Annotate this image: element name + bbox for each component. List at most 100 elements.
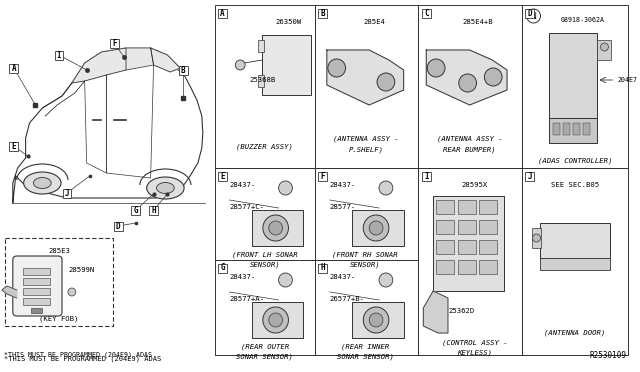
- Bar: [319, 263, 327, 273]
- Text: 28437-: 28437-: [330, 274, 356, 280]
- FancyBboxPatch shape: [13, 256, 62, 316]
- Circle shape: [278, 273, 292, 287]
- Polygon shape: [426, 50, 507, 105]
- Text: R2530109: R2530109: [589, 351, 626, 360]
- Text: (BUZZER ASSY): (BUZZER ASSY): [236, 143, 293, 150]
- Circle shape: [379, 273, 393, 287]
- Bar: [436, 260, 454, 274]
- Text: (REAR INNER: (REAR INNER: [341, 344, 389, 350]
- Bar: [218, 171, 227, 180]
- Bar: [563, 123, 570, 135]
- Circle shape: [263, 307, 289, 333]
- Bar: [319, 9, 327, 17]
- Bar: [22, 268, 50, 275]
- Bar: [114, 221, 123, 231]
- Text: B: B: [321, 9, 325, 17]
- Text: (KEY FOB): (KEY FOB): [40, 316, 79, 323]
- Text: (CONTROL ASSY -: (CONTROL ASSY -: [442, 340, 508, 346]
- Polygon shape: [72, 48, 183, 83]
- Text: 285E3: 285E3: [48, 248, 70, 254]
- Bar: [218, 9, 227, 17]
- Text: 26350W: 26350W: [275, 19, 301, 25]
- Circle shape: [269, 221, 282, 235]
- Bar: [214, 5, 315, 168]
- Bar: [522, 168, 628, 355]
- Circle shape: [377, 73, 395, 91]
- Text: *THIS MUST BE PROGRAMMED (204E9) ADAS: *THIS MUST BE PROGRAMMED (204E9) ADAS: [4, 352, 152, 358]
- Ellipse shape: [147, 177, 184, 199]
- Bar: [262, 35, 311, 95]
- Circle shape: [269, 313, 282, 327]
- Bar: [436, 200, 454, 214]
- Bar: [419, 168, 522, 355]
- Ellipse shape: [33, 177, 51, 189]
- Bar: [315, 260, 419, 355]
- Bar: [422, 9, 431, 17]
- Bar: [149, 205, 158, 215]
- Text: D: D: [116, 221, 120, 231]
- Text: (FRONT LH SONAR: (FRONT LH SONAR: [232, 252, 298, 259]
- Polygon shape: [2, 286, 17, 298]
- Bar: [218, 263, 227, 273]
- Bar: [22, 278, 50, 285]
- Bar: [522, 5, 628, 168]
- Text: 28599N: 28599N: [69, 267, 95, 273]
- Text: D: D: [527, 9, 532, 17]
- Text: I: I: [424, 171, 429, 180]
- Bar: [31, 308, 42, 313]
- Bar: [583, 123, 589, 135]
- Polygon shape: [423, 291, 448, 333]
- Bar: [22, 288, 50, 295]
- Circle shape: [600, 43, 609, 51]
- Bar: [110, 38, 118, 48]
- Text: 25368B: 25368B: [249, 77, 275, 83]
- Bar: [10, 64, 18, 73]
- Bar: [549, 118, 596, 143]
- Bar: [479, 240, 497, 254]
- Bar: [319, 171, 327, 180]
- Bar: [540, 223, 611, 258]
- Text: (ANTENNA ASSY -: (ANTENNA ASSY -: [436, 135, 502, 141]
- Bar: [54, 51, 63, 60]
- Text: E: E: [220, 171, 225, 180]
- Polygon shape: [13, 60, 203, 203]
- Text: G: G: [134, 205, 138, 215]
- Bar: [10, 141, 18, 151]
- Bar: [22, 298, 50, 305]
- Circle shape: [364, 215, 389, 241]
- Bar: [458, 240, 476, 254]
- Bar: [573, 123, 580, 135]
- Circle shape: [263, 215, 289, 241]
- Polygon shape: [72, 48, 126, 83]
- Text: (ADAS CONTROLLER): (ADAS CONTROLLER): [538, 157, 612, 164]
- Bar: [532, 228, 541, 248]
- Bar: [422, 171, 431, 180]
- Text: B: B: [181, 65, 186, 74]
- Bar: [419, 5, 522, 168]
- Bar: [179, 65, 188, 74]
- Text: 28437-: 28437-: [330, 182, 356, 188]
- Bar: [5, 238, 113, 326]
- Circle shape: [328, 59, 346, 77]
- Text: A: A: [12, 64, 16, 73]
- Bar: [436, 240, 454, 254]
- Bar: [436, 220, 454, 234]
- Circle shape: [369, 313, 383, 327]
- Text: 28577-: 28577-: [330, 204, 356, 210]
- Text: P.SHELF): P.SHELF): [349, 146, 384, 153]
- Bar: [252, 210, 303, 246]
- Text: (REAR OUTER: (REAR OUTER: [241, 344, 289, 350]
- Bar: [525, 9, 534, 17]
- Text: REAR BUMPER): REAR BUMPER): [444, 146, 496, 153]
- Circle shape: [369, 221, 383, 235]
- Text: KEYLESS): KEYLESS): [457, 349, 492, 356]
- Bar: [258, 40, 264, 52]
- Text: *THIS MUST BE PROGRAMMED (204E9) ADAS: *THIS MUST BE PROGRAMMED (204E9) ADAS: [4, 355, 161, 362]
- Bar: [458, 260, 476, 274]
- Bar: [131, 205, 140, 215]
- Circle shape: [532, 234, 541, 242]
- Bar: [479, 260, 497, 274]
- Text: 285E4: 285E4: [363, 19, 385, 25]
- Text: 28577+A-: 28577+A-: [229, 296, 264, 302]
- Bar: [214, 168, 315, 260]
